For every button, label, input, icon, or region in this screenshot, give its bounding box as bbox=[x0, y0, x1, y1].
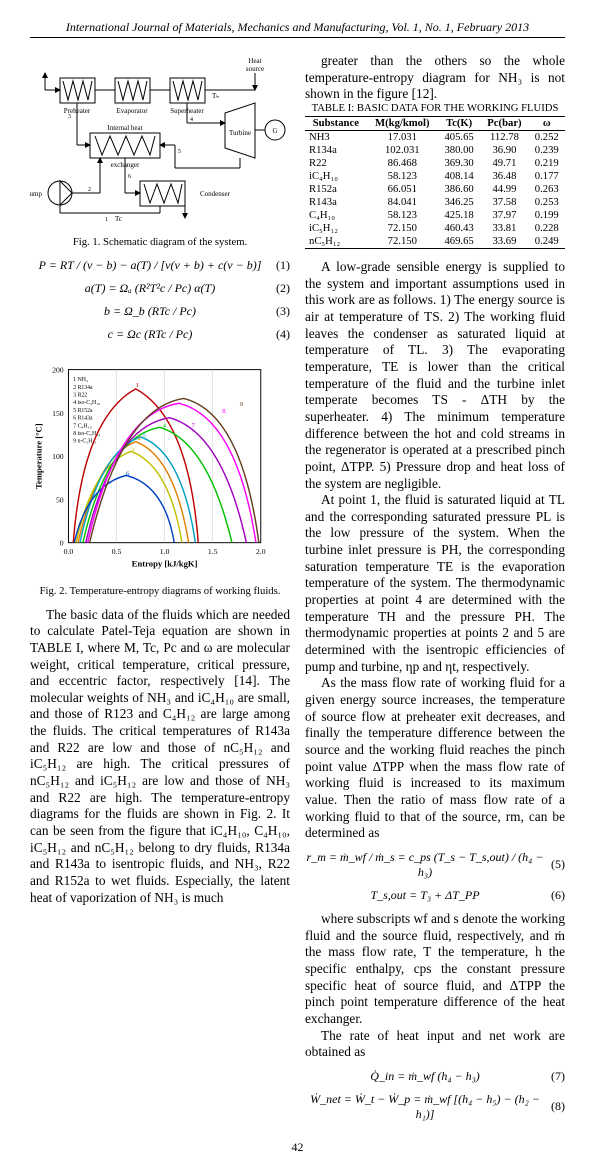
equation-7: Q̇_in = ṁ_wf (h₄ − h₃) (7) bbox=[305, 1069, 565, 1084]
table-row: nC₅H₁₂72.150469.6533.690.249 bbox=[305, 235, 565, 249]
svg-text:3 R22: 3 R22 bbox=[73, 393, 87, 399]
journal-header: International Journal of Materials, Mech… bbox=[30, 20, 565, 38]
svg-text:Entropy [kJ/kgK]: Entropy [kJ/kgK] bbox=[132, 559, 198, 569]
svg-text:100: 100 bbox=[52, 452, 64, 461]
equation-2: a(T) = Ωₐ (R²T²c / Pc) α(T) (2) bbox=[30, 281, 290, 296]
svg-text:1: 1 bbox=[136, 382, 139, 389]
fig1-caption: Fig. 1. Schematic diagram of the system. bbox=[30, 237, 290, 248]
table-row: R152a66.051386.6044.990.263 bbox=[305, 183, 565, 196]
svg-text:1.5: 1.5 bbox=[208, 547, 218, 556]
table-header: M(kg/kmol) bbox=[367, 116, 438, 130]
right-para-4: where subscripts wf and s denote the wor… bbox=[305, 911, 565, 1028]
table-row: iC₄H₁₀58.123408.1436.480.177 bbox=[305, 170, 565, 183]
svg-text:3: 3 bbox=[68, 114, 71, 120]
two-column-layout: Preheater Evaporator Superheater Heat so… bbox=[30, 53, 565, 1130]
svg-text:5 R152a: 5 R152a bbox=[73, 408, 93, 414]
table-header: ω bbox=[529, 116, 565, 130]
equation-1: P = RT / (v − b) − a(T) / [v(v + b) + c(… bbox=[30, 258, 290, 273]
right-para-5: The rate of heat input and net work are … bbox=[305, 1028, 565, 1061]
svg-text:1: 1 bbox=[105, 217, 108, 223]
table-row: C₄H₁₀58.123425.1837.970.199 bbox=[305, 209, 565, 222]
table-row: R2286.468369.3049.710.219 bbox=[305, 157, 565, 170]
svg-text:Temperature [°C]: Temperature [°C] bbox=[34, 423, 44, 489]
table-header: Substance bbox=[305, 116, 367, 130]
page-number: 42 bbox=[30, 1140, 565, 1155]
svg-text:2.0: 2.0 bbox=[256, 547, 266, 556]
svg-text:5: 5 bbox=[178, 149, 181, 155]
table-title: TABLE I: BASIC DATA FOR THE WORKING FLUI… bbox=[305, 103, 565, 114]
right-para-top: greater than the others so the whole tem… bbox=[305, 53, 565, 103]
fig1-schematic: Preheater Evaporator Superheater Heat so… bbox=[30, 53, 290, 223]
table-header: Pc(bar) bbox=[480, 116, 528, 130]
equation-4: c = Ωc (RTc / Pc) (4) bbox=[30, 327, 290, 342]
right-para-3: As the mass flow rate of working fluid f… bbox=[305, 675, 565, 842]
table-1: SubstanceM(kg/kmol)Tc(K)Pc(bar)ω NH317.0… bbox=[305, 116, 565, 249]
table-row: R134a102.031380.0036.900.239 bbox=[305, 144, 565, 157]
svg-text:7 C₄H₁₀: 7 C₄H₁₀ bbox=[73, 423, 91, 429]
table-header: Tc(K) bbox=[438, 116, 480, 130]
svg-text:1.0: 1.0 bbox=[160, 547, 170, 556]
svg-text:Condenser: Condenser bbox=[200, 190, 231, 198]
svg-text:0.5: 0.5 bbox=[112, 547, 122, 556]
fig2-caption: Fig. 2. Temperature-entropy diagrams of … bbox=[30, 586, 290, 597]
equation-3: b = Ω_b (RTc / Pc) (3) bbox=[30, 304, 290, 319]
svg-text:8 iso-C₅H₁₂: 8 iso-C₅H₁₂ bbox=[73, 431, 100, 437]
table-row: NH317.031405.65112.780.252 bbox=[305, 130, 565, 144]
equation-8: Ẇ_net = Ẇ_t − Ẇ_p = ṁ_wf [(h₄ − h₅) − (h… bbox=[305, 1092, 565, 1122]
fig2-chart: 0 50 100 150 200 0.0 0.5 1.0 1.5 2.0 Ent… bbox=[30, 360, 280, 572]
table-row: iC₅H₁₂72.150460.4333.810.228 bbox=[305, 222, 565, 235]
right-para-1: A low-grade sensible energy is supplied … bbox=[305, 259, 565, 492]
svg-text:4: 4 bbox=[190, 117, 193, 123]
svg-text:Turbine: Turbine bbox=[229, 129, 251, 137]
svg-text:200: 200 bbox=[52, 365, 64, 374]
svg-text:6: 6 bbox=[128, 174, 131, 180]
svg-text:Pump: Pump bbox=[30, 190, 42, 198]
svg-text:Internal heat: Internal heat bbox=[107, 124, 142, 132]
svg-text:source: source bbox=[246, 65, 264, 73]
svg-text:G: G bbox=[272, 127, 277, 135]
table-row: R143a84.041346.2537.580.253 bbox=[305, 196, 565, 209]
svg-text:0: 0 bbox=[60, 539, 64, 548]
equation-6: T_s,out = T₃ + ΔT_PP (6) bbox=[305, 888, 565, 903]
svg-text:6 R143a: 6 R143a bbox=[73, 416, 93, 422]
svg-text:2: 2 bbox=[138, 435, 141, 442]
svg-text:Evaporator: Evaporator bbox=[116, 107, 148, 115]
svg-text:2 R134a: 2 R134a bbox=[73, 385, 93, 391]
svg-text:4 iso-C₄H₁₀: 4 iso-C₄H₁₀ bbox=[73, 400, 100, 406]
left-paragraph: The basic data of the fluids which are n… bbox=[30, 607, 290, 907]
svg-text:Heat: Heat bbox=[248, 57, 261, 65]
svg-text:2: 2 bbox=[88, 187, 91, 193]
svg-text:150: 150 bbox=[52, 409, 64, 418]
svg-text:0.0: 0.0 bbox=[64, 547, 74, 556]
svg-text:Tc: Tc bbox=[115, 215, 122, 223]
svg-text:1 NH₃: 1 NH₃ bbox=[73, 377, 88, 383]
left-column: Preheater Evaporator Superheater Heat so… bbox=[30, 53, 290, 1130]
svg-text:Tₕ: Tₕ bbox=[212, 92, 219, 100]
right-column: greater than the others so the whole tem… bbox=[305, 53, 565, 1130]
svg-text:9 n-C₅H₁₂: 9 n-C₅H₁₂ bbox=[73, 439, 96, 445]
equation-5: r_m = ṁ_wf / ṁ_s = c_ps (T_s − T_s,out) … bbox=[305, 850, 565, 880]
svg-text:50: 50 bbox=[56, 495, 64, 504]
right-para-2: At point 1, the fluid is saturated liqui… bbox=[305, 492, 565, 675]
